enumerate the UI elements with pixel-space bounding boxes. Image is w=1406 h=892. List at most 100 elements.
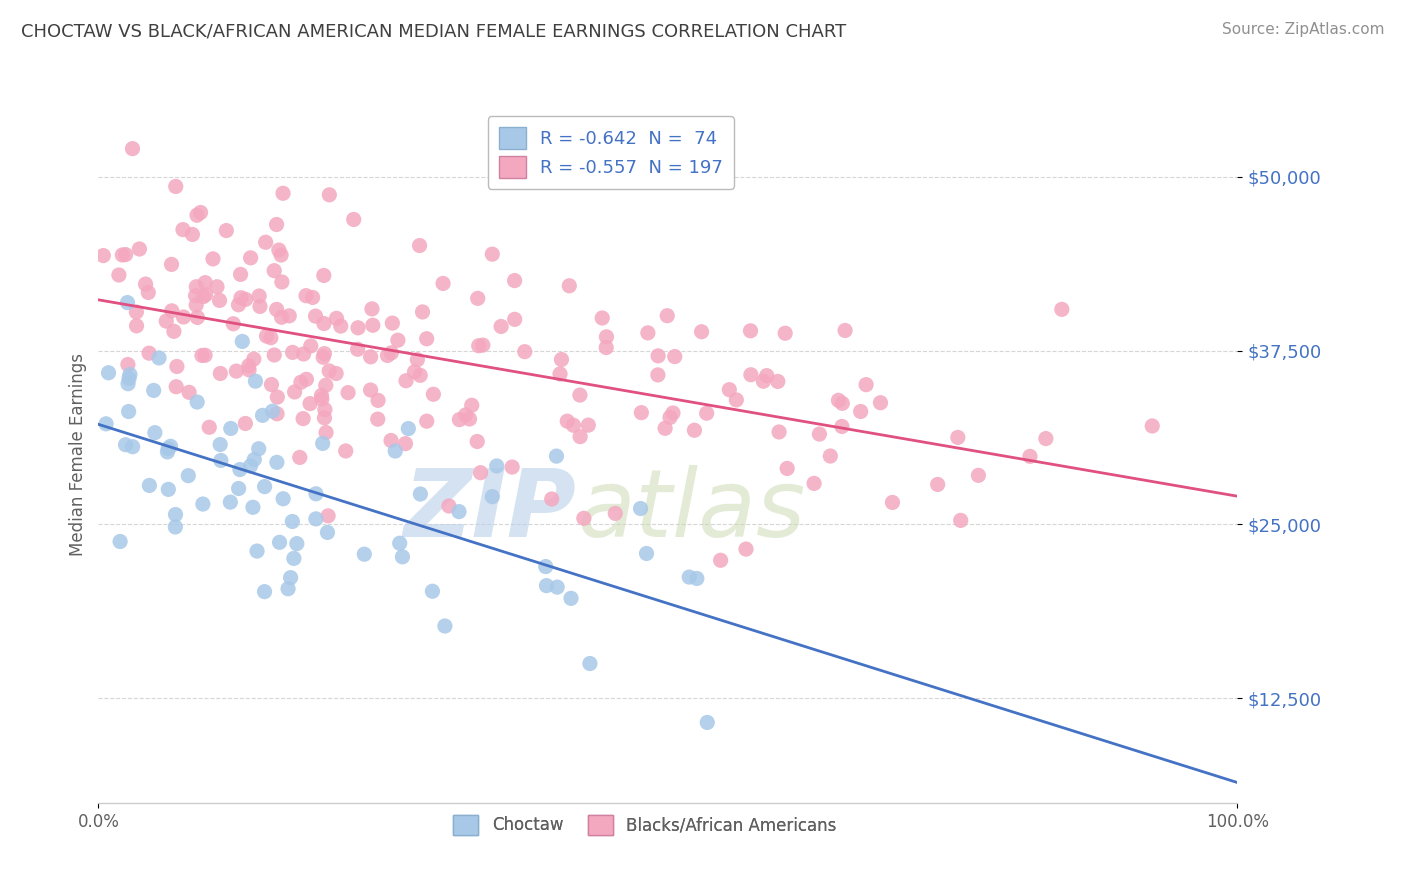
Point — [194, 348, 217, 362]
Point — [318, 364, 340, 378]
Point — [408, 238, 430, 252]
Point — [380, 346, 402, 360]
Point — [270, 275, 292, 289]
Point — [142, 384, 165, 398]
Point — [148, 351, 170, 365]
Point — [271, 491, 294, 506]
Point — [311, 436, 333, 450]
Point — [437, 499, 460, 513]
Point — [361, 301, 384, 316]
Point — [471, 338, 494, 352]
Point — [318, 187, 340, 202]
Point — [314, 410, 336, 425]
Point — [388, 536, 411, 550]
Point — [181, 227, 204, 242]
Point — [108, 534, 131, 549]
Point — [209, 437, 232, 451]
Point — [315, 378, 337, 392]
Point — [550, 352, 572, 367]
Point — [315, 425, 337, 440]
Point — [177, 468, 200, 483]
Point — [576, 418, 599, 433]
Point — [111, 248, 134, 262]
Point — [467, 339, 489, 353]
Point — [647, 349, 669, 363]
Point — [292, 411, 315, 425]
Point — [316, 508, 339, 523]
Point — [662, 406, 685, 420]
Point — [432, 277, 454, 291]
Point — [305, 512, 328, 526]
Point — [253, 480, 276, 494]
Point — [411, 305, 433, 319]
Point — [834, 323, 856, 337]
Point — [404, 365, 426, 379]
Point — [548, 367, 571, 381]
Point — [157, 442, 180, 456]
Point — [337, 385, 360, 400]
Point — [803, 476, 825, 491]
Text: Source: ZipAtlas.com: Source: ZipAtlas.com — [1222, 22, 1385, 37]
Point — [228, 482, 250, 496]
Point — [118, 371, 141, 385]
Point — [205, 279, 228, 293]
Point — [299, 339, 322, 353]
Text: CHOCTAW VS BLACK/AFRICAN AMERICAN MEDIAN FEMALE EARNINGS CORRELATION CHART: CHOCTAW VS BLACK/AFRICAN AMERICAN MEDIAN… — [21, 22, 846, 40]
Point — [422, 387, 444, 401]
Point — [657, 309, 679, 323]
Point — [117, 358, 139, 372]
Point — [270, 248, 292, 262]
Point — [225, 364, 247, 378]
Point — [560, 591, 582, 606]
Point — [1035, 432, 1057, 446]
Point — [117, 404, 139, 418]
Point — [449, 412, 471, 426]
Point — [595, 341, 617, 355]
Point — [209, 367, 232, 381]
Point — [245, 374, 267, 388]
Point — [312, 268, 335, 283]
Point — [325, 311, 347, 326]
Point — [194, 276, 217, 290]
Point — [347, 320, 370, 334]
Point — [198, 420, 221, 434]
Point — [380, 434, 402, 448]
Point — [831, 396, 853, 410]
Point — [125, 318, 148, 333]
Point — [343, 212, 366, 227]
Point — [117, 295, 139, 310]
Point — [467, 291, 489, 305]
Point — [229, 268, 252, 282]
Point — [776, 461, 799, 475]
Point — [503, 274, 526, 288]
Point — [312, 317, 335, 331]
Point — [228, 298, 250, 312]
Point — [1050, 302, 1073, 317]
Point — [735, 542, 758, 557]
Point — [165, 508, 187, 522]
Point — [314, 402, 336, 417]
Point — [406, 352, 429, 367]
Point — [558, 278, 581, 293]
Point — [481, 490, 503, 504]
Point — [686, 572, 709, 586]
Point — [285, 536, 308, 550]
Point — [299, 396, 322, 410]
Point — [683, 423, 706, 437]
Point — [949, 513, 972, 527]
Point — [387, 333, 409, 347]
Point — [165, 179, 187, 194]
Point — [186, 310, 208, 325]
Point — [97, 366, 120, 380]
Y-axis label: Median Female Earnings: Median Female Earnings — [69, 353, 87, 557]
Point — [114, 247, 136, 261]
Point — [266, 407, 288, 421]
Point — [311, 388, 333, 402]
Point — [295, 372, 318, 386]
Point — [820, 449, 842, 463]
Point — [882, 495, 904, 509]
Point — [831, 419, 853, 434]
Point — [422, 584, 444, 599]
Point — [540, 491, 562, 506]
Point — [284, 384, 307, 399]
